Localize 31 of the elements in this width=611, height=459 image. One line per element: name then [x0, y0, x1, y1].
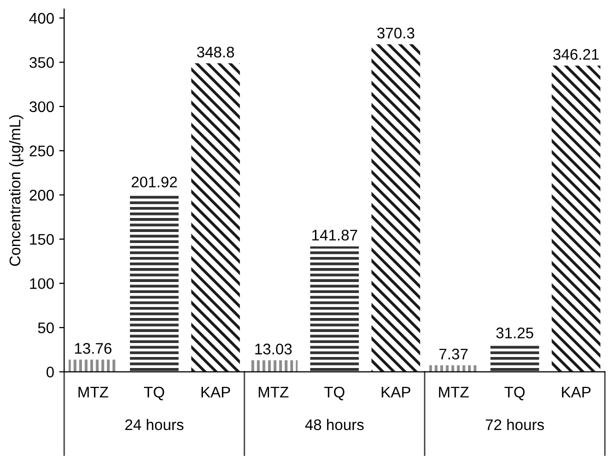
- data-label: 13.03: [255, 344, 292, 354]
- text: TQ: [504, 386, 525, 400]
- text: TQ: [324, 386, 344, 400]
- data-label: 13.76: [75, 343, 112, 354]
- series-label: MTZ: [78, 386, 108, 398]
- data-label: 348.8: [197, 46, 234, 58]
- y-tick-label: 200: [30, 190, 54, 201]
- y-axis-title: Concentration (µg/mL): [9, 115, 24, 266]
- text: KAP: [562, 386, 591, 398]
- y-tick-label: 50: [38, 322, 54, 334]
- data-label: 7.37: [439, 348, 468, 360]
- y-tick-label: 250: [30, 146, 54, 156]
- y-tick-label: 100: [30, 278, 54, 290]
- text: MTZ: [258, 386, 288, 398]
- series-label: TQ: [144, 386, 164, 400]
- y-tick-label: 150: [30, 234, 54, 245]
- y-tick-label: 400: [29, 12, 54, 24]
- y-tick-label: 300: [30, 101, 54, 112]
- data-label: 370.3: [377, 28, 414, 38]
- series-label: KAP: [202, 386, 230, 398]
- text: KAP: [382, 386, 410, 398]
- x-tick-label: 24 hours: [125, 418, 184, 430]
- data-label: 346.21: [553, 48, 599, 60]
- x-tick-label: 48 hours: [305, 418, 364, 430]
- data-label: 201.92: [132, 176, 177, 188]
- text: MTZ: [439, 386, 469, 398]
- x-tick-label: 72 hours: [486, 418, 544, 430]
- data-label: 141.87: [312, 230, 358, 241]
- data-label: 31.25: [496, 328, 534, 338]
- y-tick-label: 350: [30, 57, 54, 68]
- y-tick-label: 0: [46, 366, 54, 378]
